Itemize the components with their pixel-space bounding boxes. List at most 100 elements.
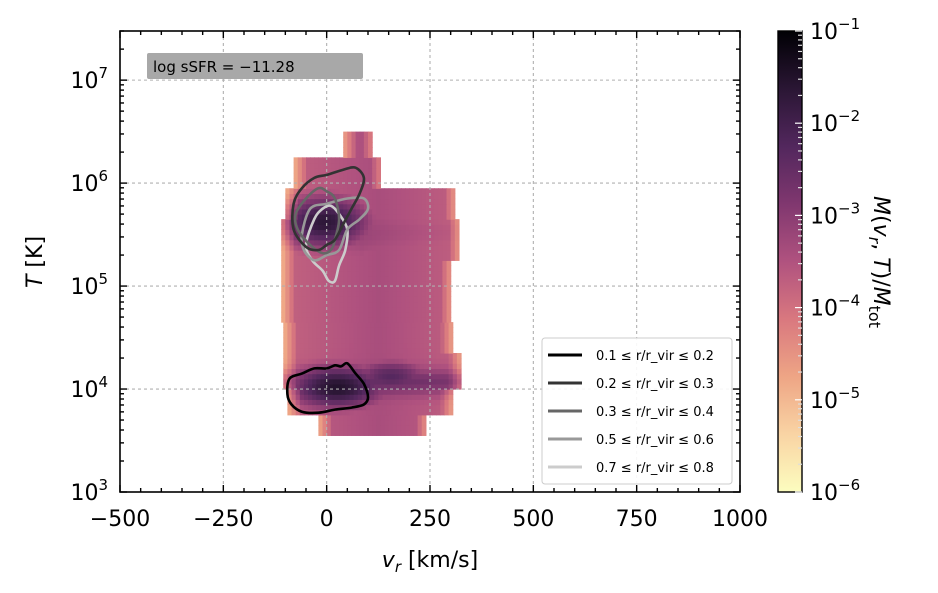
- heatmap-cell: [372, 219, 377, 225]
- heatmap-cell: [294, 271, 299, 277]
- heatmap-cell: [391, 343, 396, 349]
- heatmap-cell: [318, 219, 323, 225]
- heatmap-cell: [372, 183, 377, 189]
- heatmap-cell: [447, 214, 452, 220]
- heatmap-cell: [351, 420, 356, 426]
- heatmap-cell: [302, 317, 307, 323]
- heatmap-cell: [434, 255, 439, 261]
- heatmap-cell: [409, 193, 414, 199]
- heatmap-cell: [283, 368, 288, 374]
- heatmap-cell: [389, 420, 394, 426]
- heatmap-cell: [420, 327, 425, 333]
- heatmap-cell: [380, 250, 385, 256]
- heatmap-cell: [360, 276, 365, 282]
- heatmap-cell: [447, 229, 452, 235]
- heatmap-cell: [432, 379, 437, 385]
- heatmap-cell: [285, 199, 290, 205]
- heatmap-cell: [447, 209, 452, 215]
- heatmap-cell: [442, 260, 447, 266]
- heatmap-cell: [413, 415, 418, 421]
- heatmap-cell: [442, 250, 447, 256]
- heatmap-cell: [362, 332, 367, 338]
- heatmap-cell: [434, 276, 439, 282]
- heatmap-cell: [368, 157, 373, 163]
- heatmap-cell: [302, 271, 307, 277]
- heatmap-cell: [294, 260, 299, 266]
- heatmap-cell: [422, 204, 427, 210]
- heatmap-cell: [413, 214, 418, 220]
- heatmap-cell: [281, 235, 286, 241]
- heatmap-cell: [374, 363, 379, 369]
- heatmap-cell: [424, 399, 429, 405]
- heatmap-cell: [345, 374, 350, 380]
- heatmap-cell: [416, 338, 421, 344]
- heatmap-cell: [368, 276, 373, 282]
- heatmap-cell: [422, 224, 427, 230]
- heatmap-cell: [372, 255, 377, 261]
- heatmap-cell: [447, 219, 452, 225]
- heatmap-cell: [389, 312, 394, 318]
- heatmap-cell: [318, 430, 323, 436]
- heatmap-cell: [401, 271, 406, 277]
- heatmap-cell: [343, 152, 348, 158]
- heatmap-cell: [432, 358, 437, 364]
- heatmap-cell: [382, 379, 387, 385]
- heatmap-cell: [300, 394, 305, 400]
- heatmap-cell: [368, 291, 373, 297]
- heatmap-cell: [347, 147, 352, 153]
- heatmap-cell: [444, 374, 449, 380]
- heatmap-cell: [380, 214, 385, 220]
- heatmap-cell: [368, 296, 373, 302]
- heatmap-cell: [364, 137, 369, 143]
- heatmap-cell: [349, 399, 354, 405]
- y-tick-labels: 103104105106107: [70, 64, 108, 506]
- heatmap-cell: [391, 363, 396, 369]
- heatmap-cell: [413, 430, 418, 436]
- heatmap-cell: [413, 307, 418, 313]
- heatmap-cell: [442, 193, 447, 199]
- heatmap-cell: [451, 214, 456, 220]
- heatmap-cell: [416, 363, 421, 369]
- heatmap-cell: [413, 240, 418, 246]
- heatmap-cell: [345, 322, 350, 328]
- heatmap-cell: [397, 302, 402, 308]
- heatmap-cell: [380, 229, 385, 235]
- heatmap-cell: [432, 348, 437, 354]
- heatmap-cell: [356, 250, 361, 256]
- heatmap-cell: [397, 430, 402, 436]
- heatmap-cell: [304, 353, 309, 359]
- heatmap-cell: [351, 229, 356, 235]
- heatmap-cell: [416, 374, 421, 380]
- heatmap-cell: [289, 250, 294, 256]
- heatmap-cell: [409, 265, 414, 271]
- heatmap-cell: [292, 348, 297, 354]
- heatmap-cell: [327, 307, 332, 313]
- heatmap-cell: [389, 235, 394, 241]
- heatmap-cell: [368, 430, 373, 436]
- heatmap-cell: [345, 348, 350, 354]
- heatmap-cell: [416, 332, 421, 338]
- heatmap-cell: [320, 394, 325, 400]
- heatmap-cell: [409, 317, 414, 323]
- heatmap-cell: [372, 425, 377, 431]
- heatmap-cell: [385, 260, 390, 266]
- y-tick-label: 105: [70, 270, 108, 300]
- heatmap-cell: [351, 255, 356, 261]
- heatmap-cell: [401, 204, 406, 210]
- heatmap-cell: [364, 224, 369, 230]
- heatmap-cell: [343, 137, 348, 143]
- heatmap-cell: [310, 271, 315, 277]
- legend-label: 0.2 ≤ r/r_vir ≤ 0.3: [596, 377, 714, 392]
- y-tick-label: 107: [70, 64, 108, 94]
- heatmap-cell: [376, 425, 381, 431]
- heatmap-cell: [318, 291, 323, 297]
- heatmap-cell: [436, 338, 441, 344]
- heatmap-cell: [356, 204, 361, 210]
- heatmap-cell: [287, 343, 292, 349]
- heatmap-cell: [372, 420, 377, 426]
- heatmap-cell: [397, 229, 402, 235]
- heatmap-cell: [449, 374, 454, 380]
- heatmap-cell: [329, 374, 334, 380]
- heatmap-cell: [405, 209, 410, 215]
- y-tick-label: 103: [70, 476, 108, 506]
